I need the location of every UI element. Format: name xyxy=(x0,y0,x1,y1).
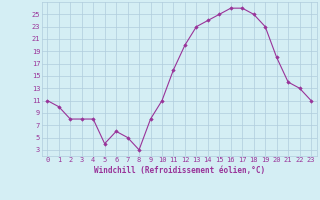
X-axis label: Windchill (Refroidissement éolien,°C): Windchill (Refroidissement éolien,°C) xyxy=(94,166,265,175)
